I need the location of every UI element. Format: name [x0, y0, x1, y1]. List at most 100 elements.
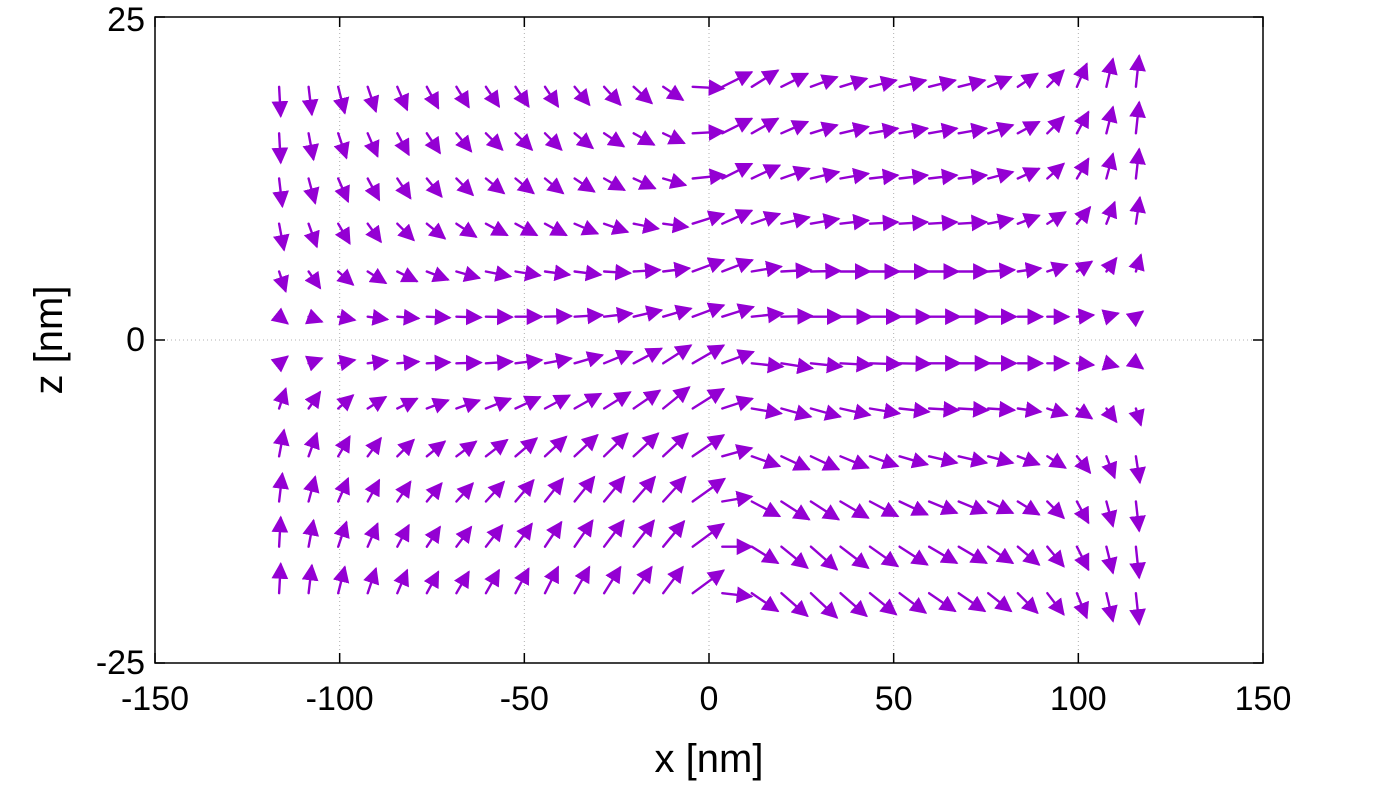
- vector-arrow: [750, 500, 782, 518]
- vector-arrow: [632, 305, 664, 322]
- vector-arrow: [272, 387, 289, 410]
- vector-arrow: [455, 308, 483, 326]
- vector-arrow: [868, 500, 900, 518]
- vector-arrow: [987, 75, 1013, 91]
- vector-arrow: [272, 471, 289, 503]
- vector-arrow: [514, 132, 534, 151]
- vector-arrow: [691, 388, 726, 410]
- vector-arrow: [396, 354, 421, 372]
- vector-arrow: [987, 498, 1015, 515]
- vector-arrow: [898, 545, 929, 566]
- vector-arrow: [334, 476, 350, 503]
- vector-arrow: [809, 404, 843, 421]
- vector-arrow: [927, 168, 959, 186]
- vector-arrow: [425, 266, 450, 283]
- vector-arrow: [1016, 451, 1041, 467]
- vector-arrow: [987, 545, 1015, 565]
- vector-arrow: [691, 522, 726, 548]
- vector-arrow: [1075, 308, 1096, 325]
- vector-arrow: [809, 262, 843, 280]
- vector-arrow: [662, 475, 687, 503]
- vector-arrow: [425, 482, 443, 503]
- vector-arrow: [1074, 260, 1094, 277]
- vector-arrow: [957, 545, 988, 564]
- vector-arrow: [721, 349, 755, 365]
- vector-arrow: [750, 402, 783, 420]
- vector-arrow: [662, 386, 691, 410]
- vector-arrow: [957, 75, 987, 93]
- vector-arrow: [453, 85, 470, 109]
- vector-arrow: [750, 117, 780, 135]
- vector-arrow: [484, 265, 513, 282]
- vector-arrow: [602, 565, 622, 595]
- vector-arrow: [602, 131, 626, 148]
- vector-arrow: [662, 216, 690, 234]
- vector-arrow: [455, 397, 482, 414]
- vector-arrow: [691, 168, 727, 186]
- vector-arrow: [632, 217, 661, 234]
- vector-arrow: [1100, 500, 1118, 528]
- vector-arrow: [1074, 545, 1090, 572]
- vector-arrow: [302, 518, 320, 548]
- vector-arrow: [363, 566, 380, 595]
- vector-arrow: [632, 565, 653, 595]
- vector-arrow: [363, 522, 380, 548]
- vector-arrow: [632, 475, 657, 503]
- vector-arrow: [395, 177, 412, 200]
- vector-arrow: [927, 499, 959, 515]
- vector-arrow: [455, 132, 473, 153]
- vector-arrow: [957, 122, 989, 140]
- vector-arrow: [514, 522, 533, 548]
- vector-arrow: [425, 222, 447, 240]
- vector-arrow: [394, 523, 410, 548]
- vector-arrow: [366, 267, 388, 284]
- vector-arrow: [336, 268, 355, 286]
- vector-arrow: [455, 221, 478, 238]
- vector-arrow: [270, 307, 289, 325]
- y-tick-label: 25: [107, 1, 145, 39]
- vector-arrow: [927, 545, 959, 564]
- x-tick-labels: -150 -100 -50 0 50 100 150: [121, 680, 1291, 718]
- vector-arrow: [1046, 261, 1069, 278]
- vector-arrow: [304, 270, 322, 290]
- vector-arrow: [1074, 403, 1094, 420]
- vector-arrow: [927, 400, 961, 418]
- vector-arrow: [868, 453, 900, 470]
- vector-arrow: [1101, 592, 1118, 623]
- vector-arrow: [484, 480, 506, 503]
- vector-arrow: [602, 219, 630, 235]
- vector-arrow: [1101, 545, 1118, 575]
- vector-arrow: [780, 262, 813, 280]
- vector-arrow: [1016, 120, 1041, 137]
- vector-arrow: [513, 85, 530, 108]
- vector-arrow: [1016, 545, 1041, 566]
- x-tick-label: 50: [875, 680, 913, 718]
- vector-arrow: [927, 214, 959, 232]
- vector-arrow: [721, 209, 754, 225]
- vector-arrow: [394, 132, 410, 157]
- vector-arrow: [301, 563, 319, 595]
- vector-arrow: [425, 177, 443, 198]
- vector-arrow: [514, 220, 539, 237]
- vector-arrow: [927, 122, 959, 140]
- vector-arrow: [839, 75, 869, 92]
- vector-arrow: [424, 132, 441, 155]
- vector-arrow: [1016, 167, 1041, 183]
- x-tick-label: 0: [700, 680, 719, 718]
- vector-arrow: [1074, 205, 1092, 225]
- vector-arrow: [396, 397, 419, 413]
- x-tick-label: -100: [306, 680, 374, 718]
- vector-arrow: [514, 478, 535, 503]
- vector-arrow: [543, 394, 572, 410]
- vector-arrow: [425, 397, 450, 414]
- vector-arrow: [573, 519, 594, 548]
- vector-arrow: [602, 475, 626, 503]
- vector-arrow: [750, 260, 783, 278]
- vector-arrow: [1101, 200, 1118, 225]
- vector-arrow: [662, 344, 693, 365]
- vector-arrow: [1016, 213, 1041, 229]
- vector-arrow: [1129, 545, 1146, 580]
- vector-arrow: [514, 264, 542, 282]
- vector-arrow: [721, 257, 754, 274]
- vector-arrow: [303, 475, 320, 503]
